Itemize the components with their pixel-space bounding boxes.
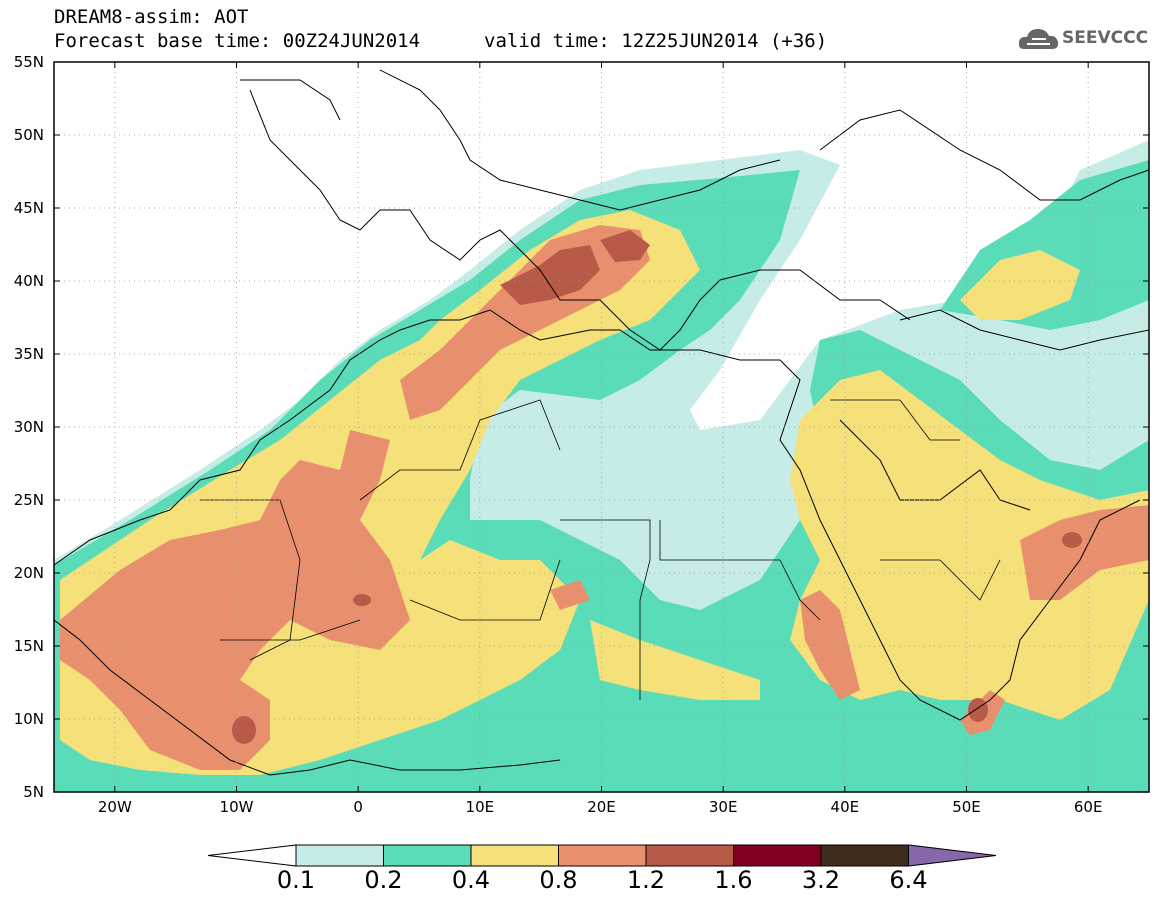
lat-tick-label: 30N xyxy=(13,418,44,436)
lat-tick-label: 40N xyxy=(13,272,44,290)
lat-tick-label: 20N xyxy=(13,564,44,582)
lon-tick-label: 30E xyxy=(708,798,738,816)
lon-tick-label: 20E xyxy=(587,798,616,816)
colorbar-tick-label: 1.2 xyxy=(626,866,666,894)
colorbar-tick-label: 0.2 xyxy=(364,866,403,894)
colorbar-tick-label: 0.8 xyxy=(539,866,578,894)
country-borders xyxy=(200,399,1001,700)
valid-time: valid time: 12Z25JUN2014 (+36) xyxy=(484,30,828,52)
logo-text: SEEVCCC xyxy=(1062,28,1149,48)
colorbar-tick-label: 0.4 xyxy=(451,866,491,894)
lat-tick-label: 55N xyxy=(13,53,44,71)
map-title: DREAM8-assim: AOT xyxy=(54,6,249,28)
lon-tick-label: 50E xyxy=(952,798,981,816)
lon-tick-label: 0 xyxy=(353,798,363,816)
lat-tick-label: 25N xyxy=(13,491,44,509)
lat-tick-label: 35N xyxy=(13,345,44,363)
lat-tick-label: 50N xyxy=(13,126,44,144)
forecast-base-time: Forecast base time: 00Z24JUN2014 xyxy=(54,30,421,52)
lon-tick-label: 60E xyxy=(1073,798,1103,816)
lat-tick-label: 15N xyxy=(13,637,44,655)
lat-tick-label: 10N xyxy=(13,710,44,728)
lat-lon-grid xyxy=(54,62,1149,792)
lon-tick-label: 10E xyxy=(465,798,495,816)
colorbar-tick-label: 0.1 xyxy=(276,866,316,894)
cloud-logo-icon xyxy=(1018,29,1059,49)
colorbar-tick-label: 3.2 xyxy=(801,866,841,894)
lat-tick-label: 5N xyxy=(23,783,44,801)
aot-field-brown xyxy=(232,230,1082,744)
colorbar-tick-label: 6.4 xyxy=(889,866,928,894)
lat-tick-label: 45N xyxy=(13,199,44,217)
lon-tick-label: 10W xyxy=(219,798,254,816)
lon-tick-label: 20W xyxy=(97,798,132,816)
lon-tick-label: 40E xyxy=(830,798,860,816)
colorbar-tick-label: 1.6 xyxy=(714,866,753,894)
